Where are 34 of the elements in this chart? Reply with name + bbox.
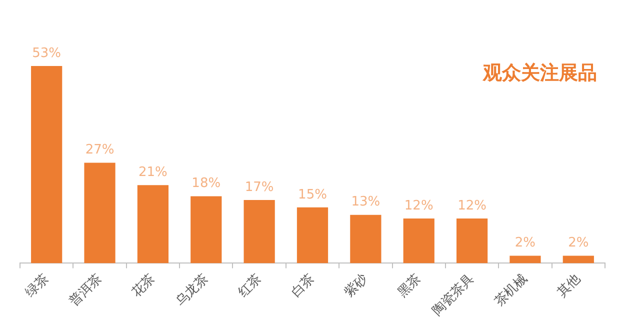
x-tick-label: 陶瓷茶具 [430,271,478,319]
data-label: 18% [192,176,221,192]
x-tick-label: 黑茶 [395,271,424,300]
data-label: 13% [351,194,380,210]
x-tick-label: 绿茶 [22,271,52,300]
x-tick-label: 花茶 [129,271,158,300]
x-tick-label: 白茶 [288,271,318,300]
bar [562,256,594,264]
data-label: 53% [32,46,62,61]
x-tick-label: 其他 [554,271,584,300]
x-tick-label: 乌龙茶 [173,271,212,310]
data-label: 2% [568,236,589,251]
x-tick-label: 红茶 [236,271,265,300]
x-tick-label: 紫砂 [342,271,371,300]
x-tick-label: 茶机械 [492,271,530,310]
data-label: 17% [244,180,274,195]
bar [84,162,116,264]
bar [403,218,434,264]
chart-title: 观众关注展品 [483,61,597,86]
data-label: 12% [458,198,486,214]
bar [190,196,222,264]
data-label: 27% [85,142,114,158]
x-tick-label: 普洱茶 [66,270,105,310]
bar [244,200,275,264]
bar [350,214,382,264]
bar [31,66,62,264]
data-label: 15% [298,187,327,202]
data-label: 2% [514,236,536,251]
bar [510,256,541,264]
bar [456,218,488,264]
data-label: 21% [138,164,168,180]
bar [296,207,328,264]
data-label: 12% [404,198,434,214]
bar [137,185,169,264]
